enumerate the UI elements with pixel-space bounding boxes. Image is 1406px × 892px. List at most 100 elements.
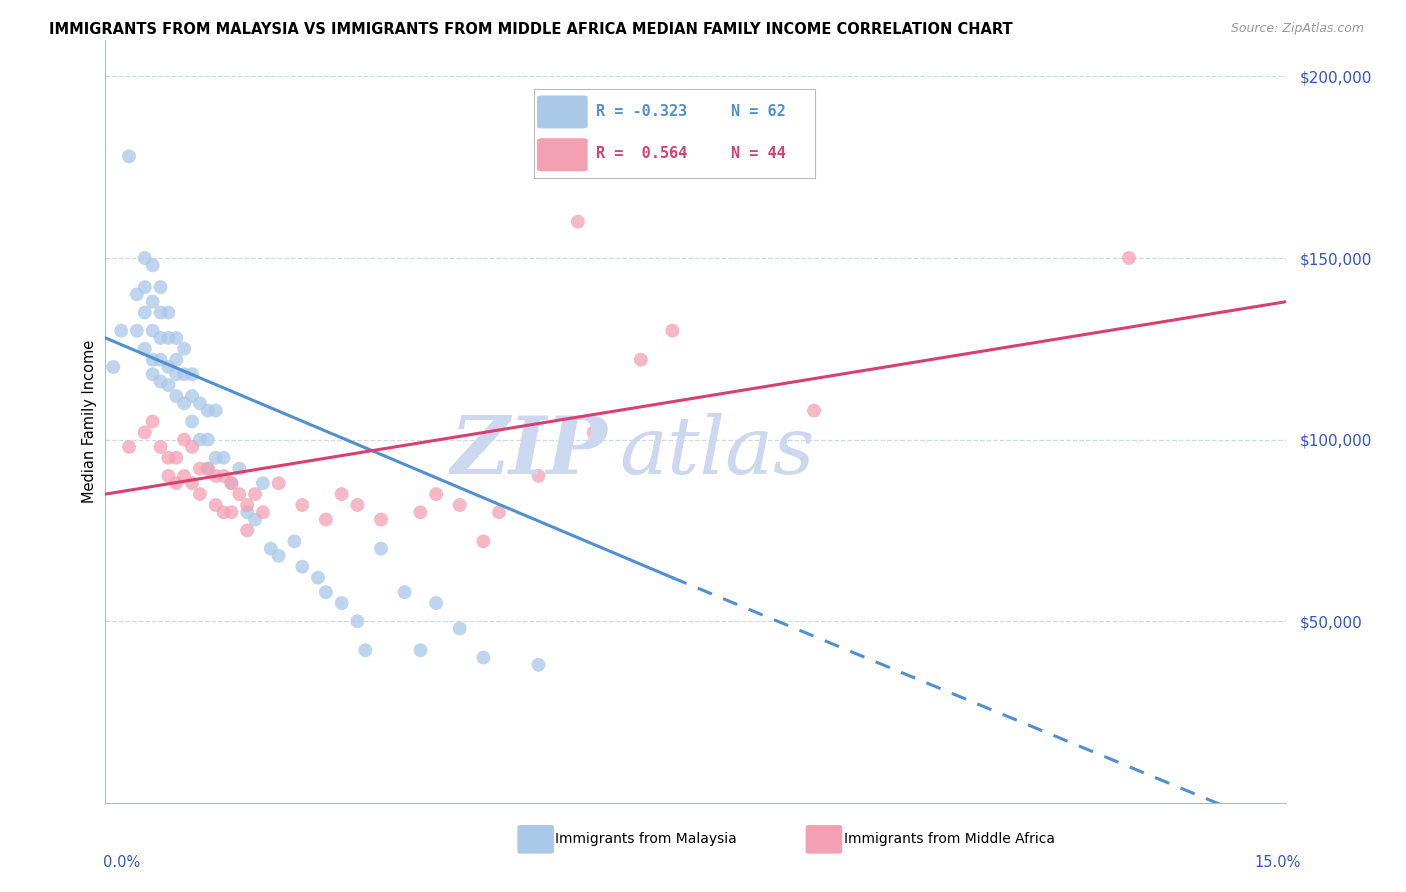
- Point: [346, 498, 368, 512]
- Point: [370, 512, 392, 526]
- Point: [472, 534, 495, 549]
- Point: [165, 352, 187, 367]
- Point: [449, 622, 471, 636]
- Point: [149, 440, 172, 454]
- Point: [149, 280, 172, 294]
- Point: [252, 476, 274, 491]
- Point: [394, 585, 416, 599]
- Point: [134, 342, 156, 356]
- Point: [197, 433, 219, 447]
- Point: [173, 433, 195, 447]
- Point: [197, 403, 219, 417]
- Point: [142, 258, 165, 272]
- Point: [252, 505, 274, 519]
- Text: R =  0.564: R = 0.564: [596, 146, 688, 161]
- Point: [142, 324, 165, 338]
- Point: [212, 469, 235, 483]
- Point: [103, 359, 125, 374]
- Point: [188, 433, 211, 447]
- Point: [157, 359, 180, 374]
- Y-axis label: Median Family Income: Median Family Income: [82, 340, 97, 503]
- Point: [149, 352, 172, 367]
- Point: [125, 324, 148, 338]
- Text: Source: ZipAtlas.com: Source: ZipAtlas.com: [1230, 22, 1364, 36]
- Text: N = 62: N = 62: [731, 104, 786, 120]
- Point: [212, 505, 235, 519]
- Point: [236, 505, 259, 519]
- Point: [173, 342, 195, 356]
- Text: Immigrants from Middle Africa: Immigrants from Middle Africa: [844, 832, 1054, 847]
- Point: [409, 643, 432, 657]
- Point: [330, 487, 353, 501]
- Point: [236, 524, 259, 538]
- Point: [221, 505, 243, 519]
- Point: [134, 280, 156, 294]
- Point: [315, 512, 337, 526]
- Point: [346, 614, 368, 628]
- Point: [267, 476, 290, 491]
- Point: [165, 476, 187, 491]
- Point: [165, 331, 187, 345]
- Point: [197, 461, 219, 475]
- Point: [181, 389, 204, 403]
- Point: [582, 425, 605, 440]
- Point: [181, 368, 204, 382]
- Point: [188, 396, 211, 410]
- Text: 15.0%: 15.0%: [1254, 855, 1301, 870]
- Point: [142, 368, 165, 382]
- Point: [165, 389, 187, 403]
- Text: atlas: atlas: [619, 413, 814, 491]
- Text: 0.0%: 0.0%: [103, 855, 139, 870]
- Point: [409, 505, 432, 519]
- Point: [488, 505, 510, 519]
- Point: [157, 378, 180, 392]
- Point: [204, 498, 226, 512]
- Point: [134, 305, 156, 319]
- Point: [307, 571, 329, 585]
- Point: [149, 375, 172, 389]
- Point: [212, 450, 235, 465]
- Point: [630, 352, 652, 367]
- Point: [165, 368, 187, 382]
- Point: [228, 461, 250, 475]
- Point: [204, 450, 226, 465]
- Point: [110, 324, 132, 338]
- Point: [221, 476, 243, 491]
- Point: [354, 643, 377, 657]
- Point: [661, 324, 683, 338]
- Point: [157, 450, 180, 465]
- Point: [221, 476, 243, 491]
- Point: [165, 450, 187, 465]
- Text: Immigrants from Malaysia: Immigrants from Malaysia: [555, 832, 737, 847]
- Point: [134, 425, 156, 440]
- Point: [291, 498, 314, 512]
- Point: [125, 287, 148, 301]
- Point: [260, 541, 283, 556]
- Point: [527, 469, 550, 483]
- Text: IMMIGRANTS FROM MALAYSIA VS IMMIGRANTS FROM MIDDLE AFRICA MEDIAN FAMILY INCOME C: IMMIGRANTS FROM MALAYSIA VS IMMIGRANTS F…: [49, 22, 1012, 37]
- Point: [449, 498, 471, 512]
- FancyBboxPatch shape: [537, 138, 588, 171]
- Point: [267, 549, 290, 563]
- Point: [157, 331, 180, 345]
- Point: [188, 487, 211, 501]
- Point: [330, 596, 353, 610]
- Text: ZIP: ZIP: [450, 413, 607, 491]
- Point: [173, 396, 195, 410]
- Point: [142, 352, 165, 367]
- Point: [370, 541, 392, 556]
- Point: [157, 469, 180, 483]
- Point: [157, 305, 180, 319]
- Point: [243, 512, 266, 526]
- Point: [188, 461, 211, 475]
- Point: [291, 559, 314, 574]
- Text: R = -0.323: R = -0.323: [596, 104, 688, 120]
- Point: [425, 487, 447, 501]
- Point: [118, 440, 141, 454]
- Point: [204, 403, 226, 417]
- Point: [425, 596, 447, 610]
- Point: [228, 487, 250, 501]
- Point: [173, 469, 195, 483]
- Point: [118, 149, 141, 163]
- Point: [567, 215, 589, 229]
